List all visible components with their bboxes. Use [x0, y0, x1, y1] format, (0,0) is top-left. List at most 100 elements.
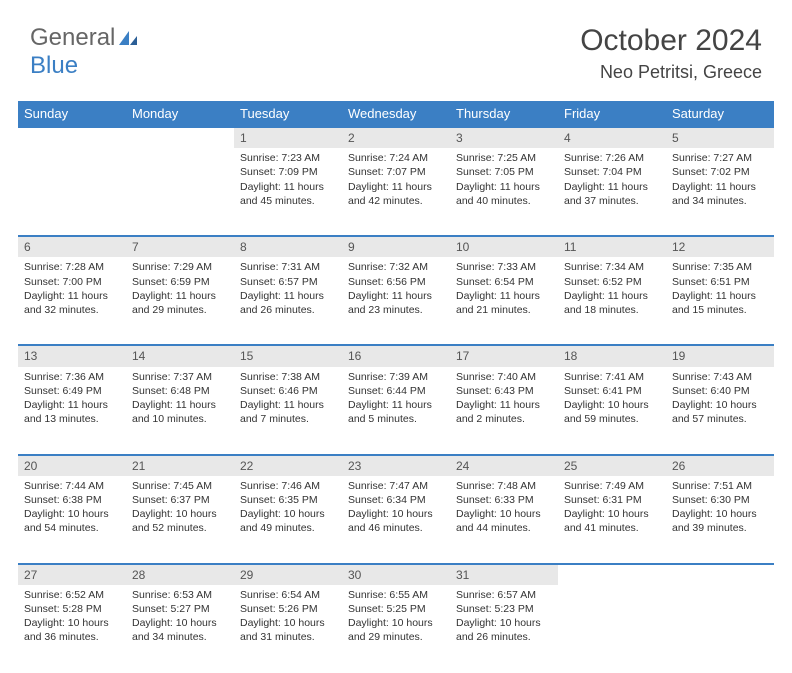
- daylight-text: Daylight: 10 hours: [132, 507, 228, 521]
- day-cell: Sunrise: 7:28 AMSunset: 7:00 PMDaylight:…: [18, 257, 126, 345]
- daylight-text: Daylight: 11 hours: [348, 289, 444, 303]
- day-cell: Sunrise: 7:37 AMSunset: 6:48 PMDaylight:…: [126, 367, 234, 455]
- day-number: 7: [126, 236, 234, 257]
- day-content-row: Sunrise: 6:52 AMSunset: 5:28 PMDaylight:…: [18, 585, 774, 673]
- header: General October 2024 Neo Petritsi, Greec…: [0, 0, 792, 93]
- day-cell: Sunrise: 6:55 AMSunset: 5:25 PMDaylight:…: [342, 585, 450, 673]
- daylight-text: and 37 minutes.: [564, 194, 660, 208]
- sunset-text: Sunset: 5:27 PM: [132, 602, 228, 616]
- daylight-text: Daylight: 11 hours: [24, 398, 120, 412]
- day-number: 13: [18, 345, 126, 366]
- sunset-text: Sunset: 6:49 PM: [24, 384, 120, 398]
- day-cell: Sunrise: 7:45 AMSunset: 6:37 PMDaylight:…: [126, 476, 234, 564]
- sunset-text: Sunset: 5:28 PM: [24, 602, 120, 616]
- day-number: 9: [342, 236, 450, 257]
- day-cell: Sunrise: 7:34 AMSunset: 6:52 PMDaylight:…: [558, 257, 666, 345]
- day-cell: Sunrise: 7:26 AMSunset: 7:04 PMDaylight:…: [558, 148, 666, 236]
- day-cell: Sunrise: 7:31 AMSunset: 6:57 PMDaylight:…: [234, 257, 342, 345]
- weekday-header: Saturday: [666, 101, 774, 127]
- day-number: 24: [450, 455, 558, 476]
- day-content-row: Sunrise: 7:28 AMSunset: 7:00 PMDaylight:…: [18, 257, 774, 345]
- day-number-row: 2728293031: [18, 564, 774, 585]
- daylight-text: and 41 minutes.: [564, 521, 660, 535]
- day-number: 23: [342, 455, 450, 476]
- sunset-text: Sunset: 7:04 PM: [564, 165, 660, 179]
- day-number: 20: [18, 455, 126, 476]
- sunset-text: Sunset: 7:00 PM: [24, 275, 120, 289]
- sunset-text: Sunset: 6:48 PM: [132, 384, 228, 398]
- daylight-text: and 29 minutes.: [348, 630, 444, 644]
- sunrise-text: Sunrise: 7:45 AM: [132, 479, 228, 493]
- day-number-row: 13141516171819: [18, 345, 774, 366]
- sunset-text: Sunset: 6:38 PM: [24, 493, 120, 507]
- daylight-text: Daylight: 11 hours: [132, 398, 228, 412]
- sunset-text: Sunset: 6:33 PM: [456, 493, 552, 507]
- daylight-text: Daylight: 11 hours: [564, 289, 660, 303]
- day-cell: Sunrise: 7:51 AMSunset: 6:30 PMDaylight:…: [666, 476, 774, 564]
- weekday-header: Tuesday: [234, 101, 342, 127]
- daylight-text: Daylight: 10 hours: [240, 616, 336, 630]
- sunset-text: Sunset: 5:23 PM: [456, 602, 552, 616]
- day-number: 8: [234, 236, 342, 257]
- daylight-text: Daylight: 11 hours: [672, 289, 768, 303]
- sunrise-text: Sunrise: 7:44 AM: [24, 479, 120, 493]
- daylight-text: Daylight: 11 hours: [348, 398, 444, 412]
- day-number: [126, 127, 234, 148]
- sunset-text: Sunset: 6:56 PM: [348, 275, 444, 289]
- daylight-text: Daylight: 10 hours: [24, 616, 120, 630]
- weekday-header: Friday: [558, 101, 666, 127]
- day-cell: Sunrise: 7:27 AMSunset: 7:02 PMDaylight:…: [666, 148, 774, 236]
- location: Neo Petritsi, Greece: [580, 62, 762, 83]
- sunrise-text: Sunrise: 6:57 AM: [456, 588, 552, 602]
- day-cell: Sunrise: 7:43 AMSunset: 6:40 PMDaylight:…: [666, 367, 774, 455]
- sunrise-text: Sunrise: 6:54 AM: [240, 588, 336, 602]
- day-cell: [666, 585, 774, 673]
- day-number-row: 12345: [18, 127, 774, 148]
- day-number: 11: [558, 236, 666, 257]
- daylight-text: and 34 minutes.: [672, 194, 768, 208]
- logo-text-blue: Blue: [30, 52, 78, 80]
- daylight-text: Daylight: 11 hours: [672, 180, 768, 194]
- day-cell: [18, 148, 126, 236]
- daylight-text: Daylight: 10 hours: [456, 616, 552, 630]
- day-cell: Sunrise: 7:38 AMSunset: 6:46 PMDaylight:…: [234, 367, 342, 455]
- day-number: 14: [126, 345, 234, 366]
- daylight-text: and 46 minutes.: [348, 521, 444, 535]
- sunrise-text: Sunrise: 7:32 AM: [348, 260, 444, 274]
- daylight-text: Daylight: 11 hours: [456, 180, 552, 194]
- sunrise-text: Sunrise: 7:24 AM: [348, 151, 444, 165]
- day-number: 1: [234, 127, 342, 148]
- sunset-text: Sunset: 6:44 PM: [348, 384, 444, 398]
- daylight-text: and 18 minutes.: [564, 303, 660, 317]
- day-number: 10: [450, 236, 558, 257]
- daylight-text: and 34 minutes.: [132, 630, 228, 644]
- sunrise-text: Sunrise: 7:39 AM: [348, 370, 444, 384]
- daylight-text: and 5 minutes.: [348, 412, 444, 426]
- daylight-text: Daylight: 11 hours: [240, 289, 336, 303]
- weekday-header: Monday: [126, 101, 234, 127]
- day-cell: Sunrise: 7:40 AMSunset: 6:43 PMDaylight:…: [450, 367, 558, 455]
- day-number-row: 20212223242526: [18, 455, 774, 476]
- daylight-text: and 59 minutes.: [564, 412, 660, 426]
- sunset-text: Sunset: 7:09 PM: [240, 165, 336, 179]
- day-cell: Sunrise: 6:54 AMSunset: 5:26 PMDaylight:…: [234, 585, 342, 673]
- daylight-text: and 13 minutes.: [24, 412, 120, 426]
- title-block: October 2024 Neo Petritsi, Greece: [580, 24, 762, 83]
- daylight-text: and 31 minutes.: [240, 630, 336, 644]
- logo-text-general: General: [30, 24, 115, 52]
- daylight-text: and 44 minutes.: [456, 521, 552, 535]
- daylight-text: and 32 minutes.: [24, 303, 120, 317]
- daylight-text: and 15 minutes.: [672, 303, 768, 317]
- daylight-text: and 36 minutes.: [24, 630, 120, 644]
- daylight-text: Daylight: 11 hours: [240, 398, 336, 412]
- daylight-text: and 29 minutes.: [132, 303, 228, 317]
- sunset-text: Sunset: 6:59 PM: [132, 275, 228, 289]
- sunset-text: Sunset: 6:40 PM: [672, 384, 768, 398]
- daylight-text: and 26 minutes.: [456, 630, 552, 644]
- daylight-text: and 42 minutes.: [348, 194, 444, 208]
- day-cell: Sunrise: 6:52 AMSunset: 5:28 PMDaylight:…: [18, 585, 126, 673]
- sunrise-text: Sunrise: 6:53 AM: [132, 588, 228, 602]
- daylight-text: Daylight: 10 hours: [672, 507, 768, 521]
- day-number: 4: [558, 127, 666, 148]
- day-number: 21: [126, 455, 234, 476]
